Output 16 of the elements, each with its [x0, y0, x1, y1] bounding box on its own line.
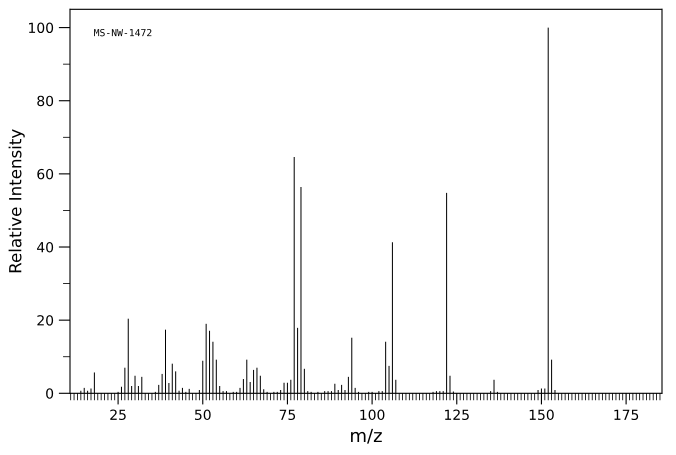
x-tick-label: 125	[445, 410, 469, 420]
y-tick-label: 80	[37, 96, 54, 106]
x-tick-label: 150	[530, 410, 554, 420]
y-tick-label: 100	[29, 22, 54, 34]
x-tick-label: 25	[110, 410, 126, 420]
y-tick-label: 40	[37, 242, 54, 252]
x-tick-label: 50	[194, 410, 211, 420]
x-axis-title: m/z	[351, 428, 382, 444]
y-tick-label: 60	[37, 168, 54, 180]
y-tick-label: 0	[46, 388, 54, 399]
x-tick-label: 75	[280, 410, 296, 420]
y-tick-label: 20	[37, 315, 54, 326]
annotation: MS-NW-1472	[94, 28, 152, 36]
y-axis-title: Relative Intensity	[8, 129, 25, 272]
x-tick-label: 100	[360, 410, 384, 420]
x-tick-label: 175	[614, 410, 638, 420]
